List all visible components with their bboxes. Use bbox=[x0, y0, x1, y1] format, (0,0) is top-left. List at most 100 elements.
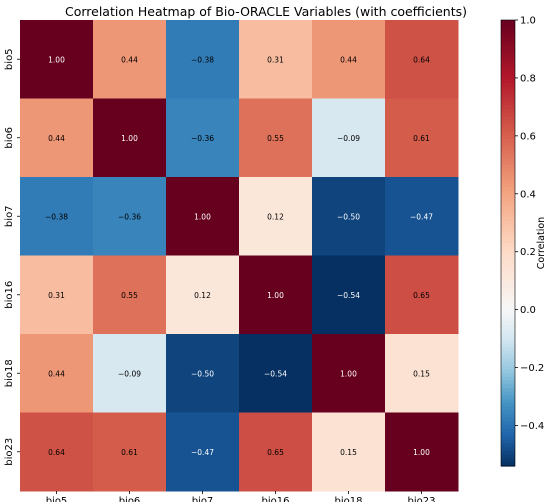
colorbar-gradient-step bbox=[501, 257, 515, 263]
colorbar-gradient-step bbox=[501, 451, 515, 456]
colorbar-gradient-step bbox=[501, 209, 515, 214]
colorbar-gradient-step bbox=[501, 269, 515, 274]
colorbar-gradient-step bbox=[501, 335, 515, 341]
colorbar-gradient-step bbox=[501, 168, 515, 173]
cell-value-label: 0.31 bbox=[267, 55, 284, 64]
cell-value-label: 0.55 bbox=[267, 134, 284, 143]
heatmap-cell-bio7-bio5 bbox=[20, 177, 94, 256]
heatmap-cell-bio23-bio6 bbox=[93, 412, 167, 492]
colorbar-tick-label: 1.0 bbox=[520, 16, 536, 27]
colorbar-gradient-step bbox=[501, 202, 515, 207]
colorbar-gradient-step bbox=[501, 458, 515, 463]
y-tick-label-bio16: bio16 bbox=[4, 281, 15, 309]
colorbar-gradient-step bbox=[501, 287, 515, 292]
colorbar-gradient-step bbox=[501, 454, 515, 460]
colorbar-gradient-step bbox=[501, 410, 515, 415]
colorbar-gradient-step bbox=[501, 246, 515, 252]
cell-value-label: 0.64 bbox=[413, 55, 430, 64]
colorbar-gradient-step bbox=[501, 417, 515, 422]
colorbar-gradient-step bbox=[501, 365, 515, 370]
heatmap-cell-bio18-bio6 bbox=[93, 334, 167, 413]
colorbar-gradient-step bbox=[501, 387, 515, 393]
x-tick-label-bio23: bio23 bbox=[408, 496, 436, 502]
colorbar-gradient-step bbox=[501, 190, 515, 196]
colorbar-gradient-step bbox=[501, 413, 515, 419]
colorbar-gradient-step bbox=[501, 428, 515, 434]
colorbar-gradient-step bbox=[501, 142, 515, 147]
cell-value-label: −0.38 bbox=[191, 55, 214, 64]
colorbar-gradient-step bbox=[501, 131, 515, 136]
colorbar-gradient-step bbox=[501, 116, 515, 121]
cell-value-label: −0.36 bbox=[191, 134, 214, 143]
x-tick-label-bio5: bio5 bbox=[46, 496, 68, 502]
colorbar-gradient-step bbox=[501, 447, 515, 452]
colorbar-gradient-step bbox=[501, 83, 515, 88]
cell-value-label: 0.44 bbox=[340, 55, 357, 64]
x-tick-labels: bio5 bio6 bio7 bio16 bio18 bio23 bbox=[46, 491, 436, 502]
colorbar-gradient-step bbox=[501, 98, 515, 103]
colorbar-gradient-step bbox=[501, 283, 515, 289]
colorbar-gradient-step bbox=[501, 243, 515, 248]
colorbar-gradient-step bbox=[501, 176, 515, 181]
heatmap-cell-bio6-bio7 bbox=[166, 98, 240, 178]
colorbar-gradient-step bbox=[501, 57, 515, 62]
y-tick-label-bio23: bio23 bbox=[4, 438, 15, 466]
x-tick-label-bio7: bio7 bbox=[192, 496, 214, 502]
colorbar-tick-label: −0.2 bbox=[520, 363, 544, 374]
colorbar-gradient-step bbox=[501, 53, 515, 58]
cell-value-label: 0.55 bbox=[121, 291, 138, 300]
colorbar-gradient-step bbox=[501, 384, 515, 389]
cell-value-label: 0.65 bbox=[413, 291, 430, 300]
cell-value-label: 1.00 bbox=[48, 55, 65, 64]
colorbar-gradient-step bbox=[501, 254, 515, 259]
colorbar-gradient-step bbox=[501, 313, 515, 318]
cell-value-label: 0.44 bbox=[48, 369, 65, 378]
cell-value-label: −0.36 bbox=[118, 212, 141, 221]
cell-value-label: −0.09 bbox=[337, 134, 360, 143]
colorbar-gradient-step bbox=[501, 34, 515, 40]
cell-value-label: 0.44 bbox=[121, 55, 138, 64]
colorbar-gradient-step bbox=[501, 436, 515, 441]
colorbar-gradient-step bbox=[501, 295, 515, 300]
heatmap-cell-bio6-bio5 bbox=[20, 98, 94, 178]
colorbar-gradient-step bbox=[501, 79, 515, 84]
heatmap-cell-bio5-bio23 bbox=[385, 20, 459, 99]
heatmap-cell-bio7-bio23 bbox=[385, 177, 459, 256]
heatmap-cell-bio6-bio23 bbox=[385, 98, 459, 178]
heatmap-cell-bio6-bio18 bbox=[312, 98, 386, 178]
cell-value-label: 0.12 bbox=[267, 212, 284, 221]
cell-value-label: −0.38 bbox=[45, 212, 68, 221]
heatmap-cell-bio7-bio18 bbox=[312, 177, 386, 256]
y-tick-labels: bio5 bio6 bio7 bio16 bio18 bio23 bbox=[4, 48, 20, 466]
y-tick-label-bio7: bio7 bbox=[4, 205, 15, 227]
colorbar-gradient-step bbox=[501, 75, 515, 81]
colorbar-gradient-step bbox=[501, 373, 515, 378]
colorbar-frame bbox=[500, 19, 516, 467]
heatmap-cell-bio18-bio16 bbox=[239, 334, 313, 413]
colorbar-gradient-step bbox=[501, 302, 515, 307]
colorbar-gradient-step bbox=[501, 235, 515, 240]
cell-value-label: 1.00 bbox=[121, 134, 138, 143]
colorbar-gradient-step bbox=[501, 179, 515, 185]
cell-value-label: 0.64 bbox=[48, 448, 65, 457]
x-tick-label-bio16: bio16 bbox=[262, 496, 290, 502]
heatmap-cells bbox=[20, 20, 459, 492]
colorbar-gradient-step bbox=[501, 228, 515, 233]
colorbar-gradient-step bbox=[501, 38, 515, 43]
colorbar-gradient-step bbox=[501, 239, 515, 244]
colorbar-gradient-step bbox=[501, 347, 515, 352]
colorbar-gradient-step bbox=[501, 343, 515, 348]
colorbar-tick-label: 0.4 bbox=[520, 189, 536, 200]
colorbar-tick-label: 0.2 bbox=[520, 247, 536, 258]
colorbar-gradient-step bbox=[501, 183, 515, 188]
colorbar-tick-label: 0.0 bbox=[520, 305, 536, 316]
heatmap-cell-bio18-bio23 bbox=[385, 334, 459, 413]
colorbar-gradient-step bbox=[501, 42, 515, 47]
colorbar-gradient-step bbox=[501, 306, 515, 311]
heatmap-cell-bio16-bio16 bbox=[239, 255, 313, 335]
colorbar-gradient-step bbox=[501, 361, 515, 367]
y-tick-label-bio18: bio18 bbox=[4, 359, 15, 387]
colorbar-gradient-step bbox=[501, 105, 515, 110]
colorbar-gradient-step bbox=[501, 49, 515, 55]
